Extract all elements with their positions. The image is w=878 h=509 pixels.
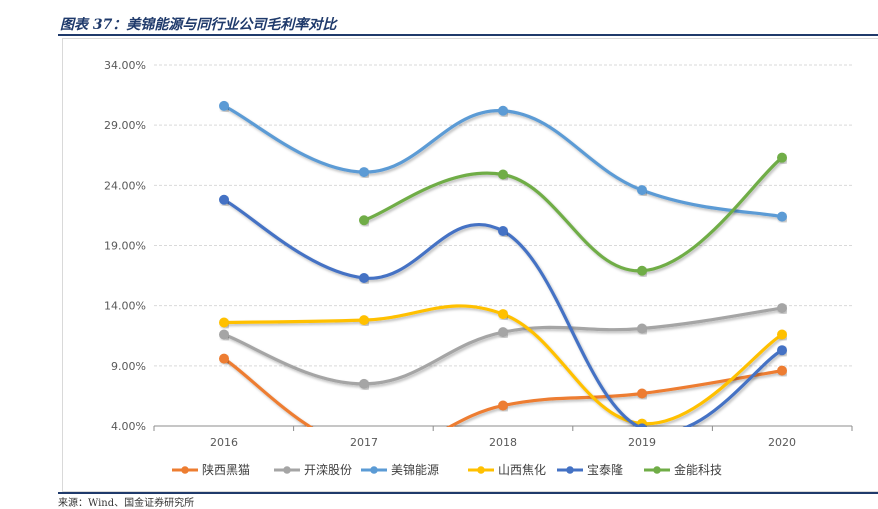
legend-swatch-marker (566, 466, 574, 474)
data-point (498, 309, 508, 320)
data-point (637, 185, 647, 196)
y-tick-label: 24.00% (104, 179, 146, 192)
legend-label: 金能科技 (674, 462, 722, 477)
data-point (359, 215, 369, 226)
data-point (777, 329, 787, 340)
legend-label: 宝泰隆 (587, 462, 623, 477)
legend-swatch-marker (370, 466, 378, 474)
source-rule (58, 492, 878, 494)
legend-label: 陕西黑猫 (202, 462, 250, 477)
data-point (219, 194, 229, 205)
y-tick-label: 29.00% (104, 119, 146, 132)
data-point (637, 423, 647, 427)
grid-lines (154, 64, 852, 367)
data-point (219, 100, 229, 111)
legend-swatch-marker (181, 466, 189, 474)
series-4 (219, 194, 787, 427)
data-point (359, 272, 369, 283)
data-point (777, 152, 787, 163)
y-tick-label: 19.00% (104, 240, 146, 253)
series-line (222, 198, 784, 427)
data-point (219, 353, 229, 364)
title-bar: 图表 37：美锦能源与同行业公司毛利率对比 (58, 12, 878, 36)
series-line (222, 304, 784, 426)
data-point (637, 265, 647, 276)
chart-title: 图表 37：美锦能源与同行业公司毛利率对比 (60, 17, 337, 33)
series-0 (219, 353, 787, 427)
x-tick-label: 2017 (350, 436, 378, 449)
source-note: 来源：Wind、国金证券研究所 (58, 498, 195, 509)
legend: 陕西黑猫 开滦股份 美锦能源 山西焦化 宝泰隆 金能科技 (172, 462, 722, 477)
series-3 (219, 304, 787, 427)
data-point (498, 400, 508, 411)
data-point (359, 315, 369, 326)
series-5 (359, 152, 787, 276)
series-line (362, 156, 784, 273)
y-tick-label: 4.00% (111, 420, 146, 433)
data-point (498, 327, 508, 338)
data-point (637, 323, 647, 334)
legend-swatch-marker (653, 466, 661, 474)
y-tick-label: 34.00% (104, 59, 146, 72)
data-point (777, 303, 787, 314)
data-point (777, 211, 787, 222)
y-tick-label: 14.00% (104, 300, 146, 313)
x-tick-label: 2016 (210, 436, 238, 449)
series-layer (219, 100, 787, 427)
legend-label: 美锦能源 (391, 463, 439, 477)
legend-label: 山西焦化 (498, 463, 546, 477)
legend-swatch-marker (283, 466, 291, 474)
data-point (498, 169, 508, 180)
axes: 4.00% 9.00% 14.00% 19.00% 24.00% 29.00% 34.00%… (104, 59, 853, 449)
data-point (777, 345, 787, 356)
x-tick-label: 2020 (768, 436, 796, 449)
data-point (219, 317, 229, 328)
data-point (777, 365, 787, 376)
data-point (219, 329, 229, 340)
series-line (222, 306, 784, 386)
data-point (359, 378, 369, 389)
series-1 (219, 303, 787, 389)
series-2 (219, 100, 787, 222)
data-point (359, 167, 369, 178)
x-tick-label: 2019 (628, 436, 656, 449)
legend-swatch-marker (477, 466, 485, 474)
data-point (498, 226, 508, 237)
y-tick-label: 9.00% (111, 360, 146, 373)
series-line (222, 357, 784, 427)
x-tick-label: 2018 (489, 436, 517, 449)
data-point (637, 388, 647, 399)
legend-label: 开滦股份 (304, 462, 352, 477)
data-point (498, 105, 508, 116)
series-line (222, 104, 784, 219)
